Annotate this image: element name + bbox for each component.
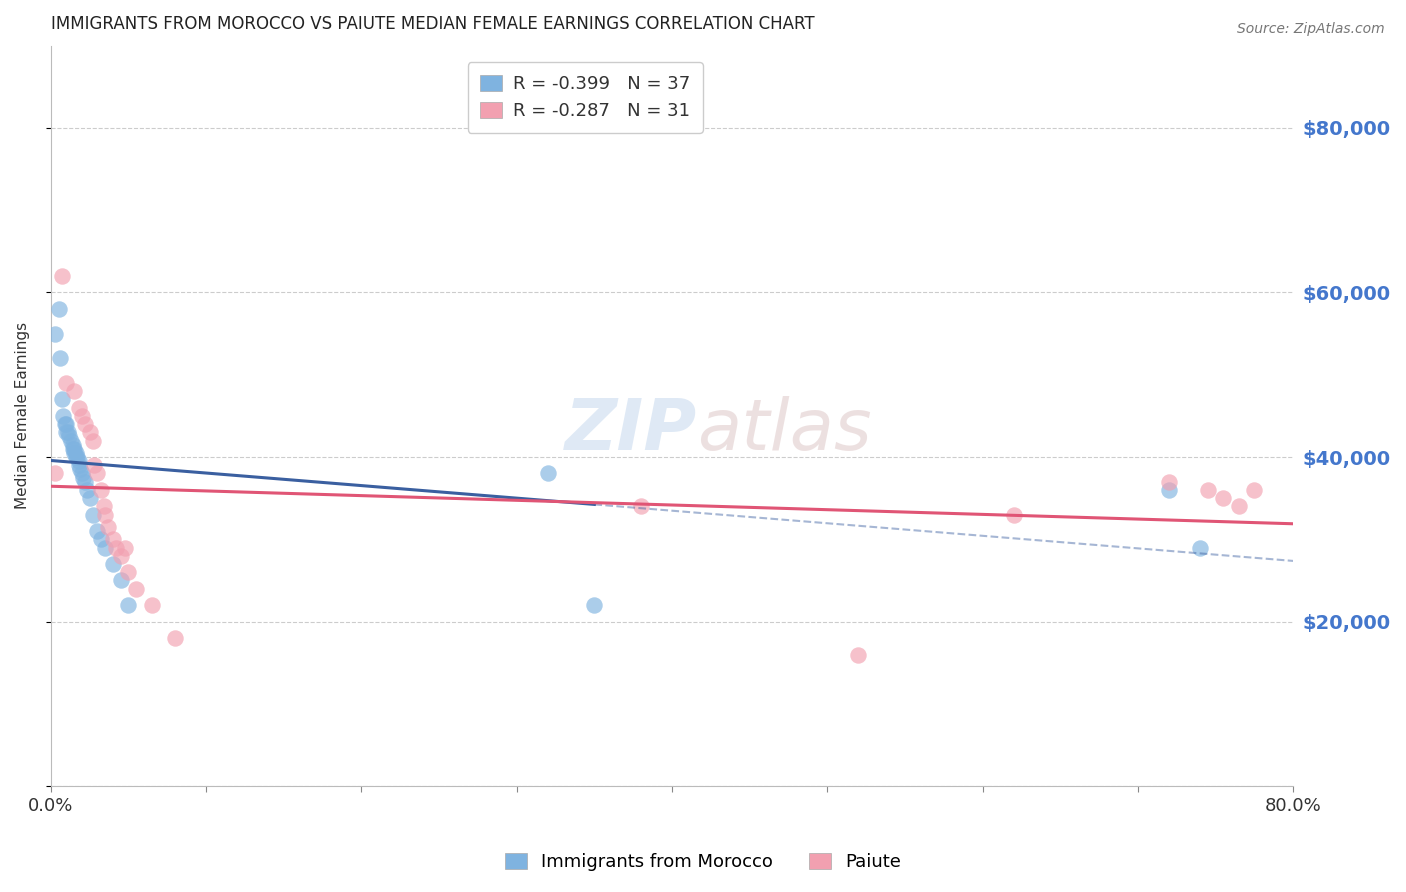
Point: [141, 598, 163, 612]
Point: [69, 462, 91, 476]
Point: [70, 409, 93, 423]
Point: [94, 508, 117, 522]
Point: [67, 458, 90, 473]
Text: ZIP: ZIP: [565, 396, 697, 466]
Point: [1197, 483, 1219, 497]
Point: [1243, 483, 1265, 497]
Point: [82, 434, 104, 448]
Point: [110, 549, 132, 563]
Point: [65, 446, 87, 460]
Point: [65, 450, 87, 464]
Point: [48, 301, 70, 316]
Point: [55, 417, 77, 431]
Point: [44, 467, 66, 481]
Point: [101, 533, 124, 547]
Point: [165, 631, 187, 645]
Point: [83, 458, 105, 473]
Point: [125, 582, 148, 596]
Point: [60, 434, 83, 448]
Point: [51, 392, 73, 407]
Point: [63, 442, 86, 456]
Point: [1002, 508, 1025, 522]
Point: [62, 442, 84, 456]
Point: [58, 429, 80, 443]
Point: [537, 467, 560, 481]
Point: [89, 483, 111, 497]
Legend: R = -0.399   N = 37, R = -0.287   N = 31: R = -0.399 N = 37, R = -0.287 N = 31: [468, 62, 703, 133]
Text: Source: ZipAtlas.com: Source: ZipAtlas.com: [1237, 22, 1385, 37]
Point: [1157, 475, 1180, 489]
Point: [117, 598, 139, 612]
Point: [110, 574, 132, 588]
Point: [73, 475, 96, 489]
Text: atlas: atlas: [697, 396, 872, 466]
Point: [82, 508, 104, 522]
Point: [76, 483, 98, 497]
Point: [63, 446, 86, 460]
Point: [1188, 541, 1211, 555]
Point: [97, 520, 120, 534]
Point: [89, 533, 111, 547]
Point: [94, 541, 117, 555]
Point: [66, 450, 89, 464]
Point: [55, 425, 77, 440]
Point: [63, 384, 86, 399]
Point: [105, 541, 128, 555]
Point: [117, 566, 139, 580]
Point: [79, 491, 101, 505]
Legend: Immigrants from Morocco, Paiute: Immigrants from Morocco, Paiute: [498, 846, 908, 879]
Point: [67, 454, 90, 468]
Point: [86, 524, 108, 538]
Point: [1157, 483, 1180, 497]
Point: [51, 268, 73, 283]
Point: [56, 425, 79, 440]
Point: [72, 470, 94, 484]
Point: [1212, 491, 1234, 505]
Point: [86, 467, 108, 481]
Text: IMMIGRANTS FROM MOROCCO VS PAIUTE MEDIAN FEMALE EARNINGS CORRELATION CHART: IMMIGRANTS FROM MOROCCO VS PAIUTE MEDIAN…: [51, 15, 814, 33]
Point: [62, 438, 84, 452]
Y-axis label: Median Female Earnings: Median Female Earnings: [15, 322, 30, 509]
Point: [52, 409, 75, 423]
Point: [55, 376, 77, 390]
Point: [49, 351, 72, 366]
Point: [1227, 500, 1250, 514]
Point: [114, 541, 136, 555]
Point: [630, 500, 652, 514]
Point: [53, 417, 76, 431]
Point: [846, 648, 869, 662]
Point: [73, 417, 96, 431]
Point: [44, 326, 66, 341]
Point: [67, 401, 90, 415]
Point: [70, 467, 93, 481]
Point: [101, 557, 124, 571]
Point: [583, 598, 606, 612]
Point: [93, 500, 115, 514]
Point: [79, 425, 101, 440]
